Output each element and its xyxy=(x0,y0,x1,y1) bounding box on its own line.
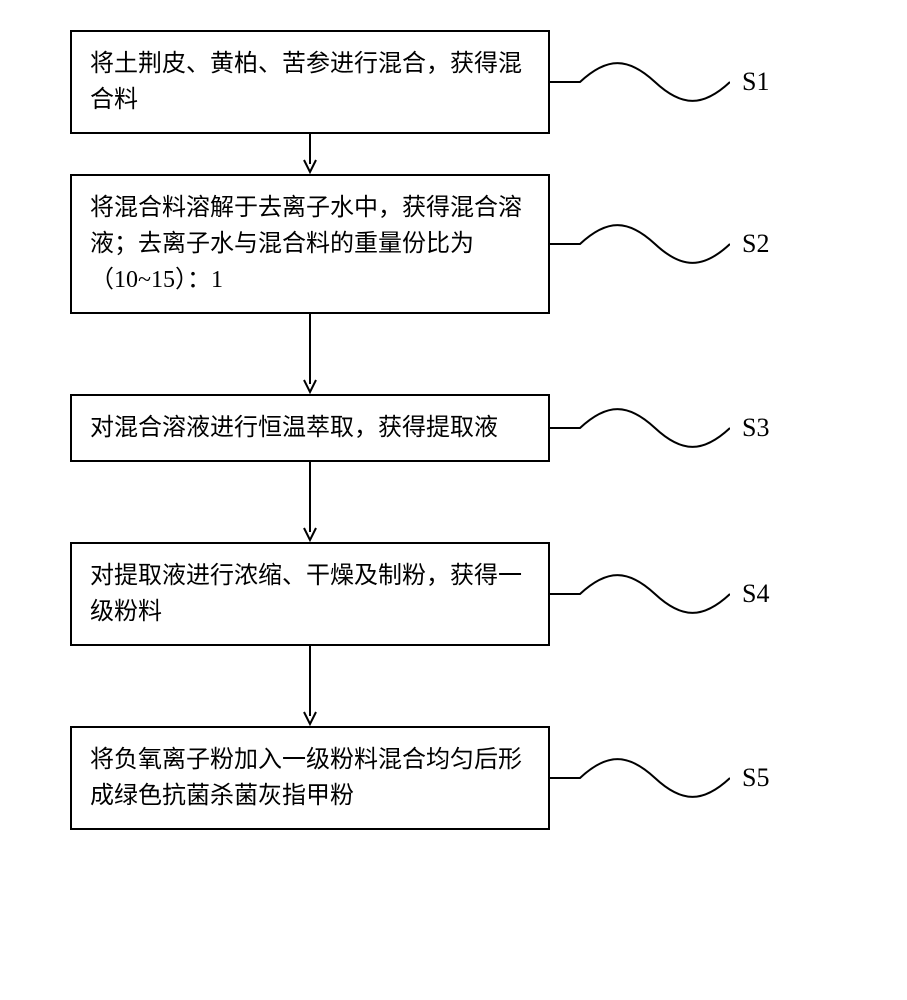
step-row: 将负氧离子粉加入一级粉料混合均匀后形成绿色抗菌杀菌灰指甲粉 S5 xyxy=(70,726,840,830)
step-label: S4 xyxy=(742,579,769,609)
arrow-wrap xyxy=(70,462,550,542)
arrow-down-icon xyxy=(300,134,320,174)
step-box: 对混合溶液进行恒温萃取，获得提取液 xyxy=(70,394,550,462)
step-box: 将负氧离子粉加入一级粉料混合均匀后形成绿色抗菌杀菌灰指甲粉 xyxy=(70,726,550,830)
flowchart-container: 将土荆皮、黄柏、苦参进行混合，获得混合料 S1 将混合料溶解于去离子水中，获得混合溶… xyxy=(70,30,840,830)
connector-wave xyxy=(550,753,730,803)
arrow-wrap xyxy=(70,134,550,174)
arrow-down-icon xyxy=(300,314,320,394)
step-row: 对提取液进行浓缩、干燥及制粉，获得一级粉料 S4 xyxy=(70,542,840,646)
step-label: S3 xyxy=(742,413,769,443)
step-row: 将混合料溶解于去离子水中，获得混合溶液；去离子水与混合料的重量份比为（10~15… xyxy=(70,174,840,314)
step-label: S2 xyxy=(742,229,769,259)
step-label: S1 xyxy=(742,67,769,97)
step-box: 将混合料溶解于去离子水中，获得混合溶液；去离子水与混合料的重量份比为（10~15… xyxy=(70,174,550,314)
step-box: 将土荆皮、黄柏、苦参进行混合，获得混合料 xyxy=(70,30,550,134)
connector-wave xyxy=(550,569,730,619)
connector-wave xyxy=(550,219,730,269)
connector-wave xyxy=(550,57,730,107)
arrow-down-icon xyxy=(300,646,320,726)
arrow-wrap xyxy=(70,314,550,394)
step-box: 对提取液进行浓缩、干燥及制粉，获得一级粉料 xyxy=(70,542,550,646)
step-row: 对混合溶液进行恒温萃取，获得提取液 S3 xyxy=(70,394,840,462)
step-row: 将土荆皮、黄柏、苦参进行混合，获得混合料 S1 xyxy=(70,30,840,134)
connector-wave xyxy=(550,403,730,453)
arrow-down-icon xyxy=(300,462,320,542)
step-label: S5 xyxy=(742,763,769,793)
arrow-wrap xyxy=(70,646,550,726)
